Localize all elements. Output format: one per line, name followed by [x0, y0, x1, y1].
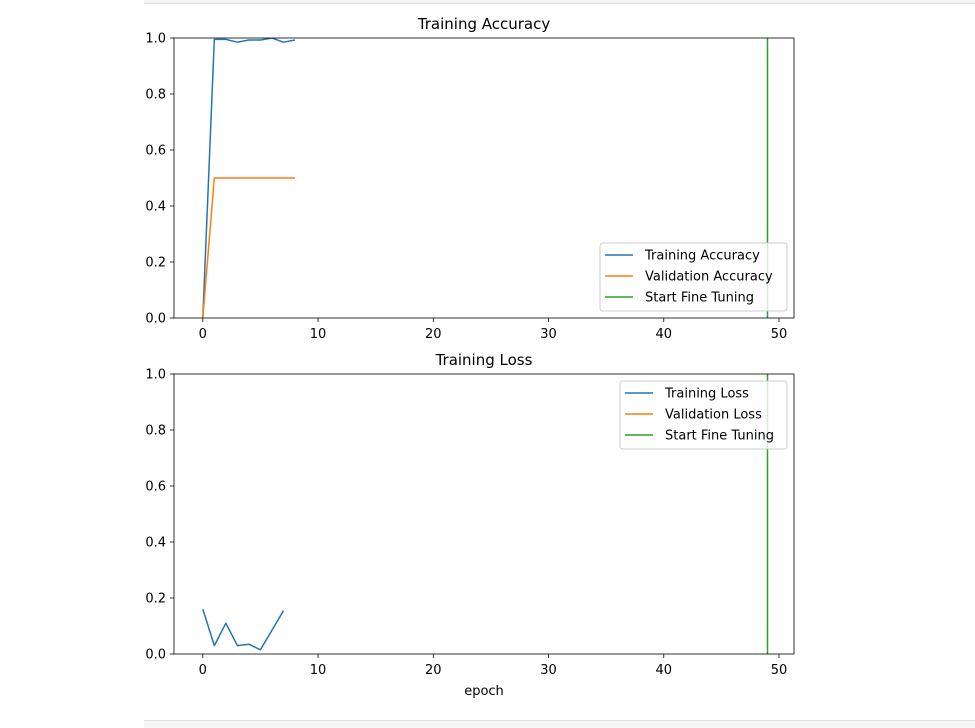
x-tick-label: 20	[425, 327, 442, 342]
legend-entry: Training Accuracy	[644, 249, 760, 264]
x-tick-label: 50	[771, 663, 788, 678]
y-tick-label: 0.6	[145, 480, 166, 495]
legend-entry: Validation Loss	[665, 408, 762, 423]
x-tick-label: 40	[656, 663, 673, 678]
axes-frame	[173, 373, 795, 655]
chart-panel-1: Training Accuracy 0 10 20 30 40 50 0.0 0.2 0.4 0.6…	[145, 15, 795, 342]
legend-entry: Start Fine Tuning	[645, 291, 754, 306]
x-tick-label: 20	[425, 663, 442, 678]
chart-title: Training Loss	[435, 351, 533, 369]
series-line-1	[202, 38, 296, 318]
series-line-1	[202, 608, 285, 651]
y-tick-label: 0.0	[145, 648, 166, 663]
notebook-cell-top-edge	[144, 0, 975, 4]
legend-entry: Validation Accuracy	[645, 270, 773, 285]
x-tick-label: 0	[199, 663, 207, 678]
y-tick-label: 0.8	[145, 88, 166, 103]
y-tick-label: 0.4	[145, 536, 166, 551]
x-tick-label: 50	[771, 327, 788, 342]
y-tick-label: 0.4	[145, 200, 166, 215]
y-tick-label: 0.8	[145, 424, 166, 439]
chart-panel-2: Training Loss 0 10 20 30 40 50 0.0 0.2 0.4 0.6 0.8 1…	[145, 351, 795, 699]
chart-title: Training Accuracy	[417, 15, 551, 33]
y-tick-label: 1.0	[145, 368, 166, 383]
x-tick-label: 30	[540, 327, 557, 342]
y-tick-label: 0.2	[145, 592, 166, 607]
series-line-2	[202, 177, 295, 318]
x-tick-label: 10	[310, 663, 327, 678]
legend-entry: Start Fine Tuning	[665, 429, 774, 444]
y-tick-label: 0.6	[145, 144, 166, 159]
legend-entry: Training Loss	[664, 387, 749, 402]
x-axis-label: epoch	[464, 684, 504, 699]
legend: Training Loss Validation Loss Start Fine T…	[619, 380, 788, 450]
y-tick-label: 0.0	[145, 312, 166, 327]
legend-box	[619, 380, 788, 450]
x-tick-label: 40	[656, 327, 673, 342]
axes-frame	[173, 37, 795, 319]
x-tick-label: 30	[540, 663, 557, 678]
notebook-cell-bottom-edge	[144, 720, 975, 728]
x-tick-label: 0	[199, 327, 207, 342]
x-tick-label: 10	[310, 327, 327, 342]
legend-box	[599, 242, 788, 312]
y-tick-label: 0.2	[145, 256, 166, 271]
legend: Training Accuracy Validation Accuracy Star…	[599, 242, 788, 312]
y-tick-label: 1.0	[145, 32, 166, 47]
